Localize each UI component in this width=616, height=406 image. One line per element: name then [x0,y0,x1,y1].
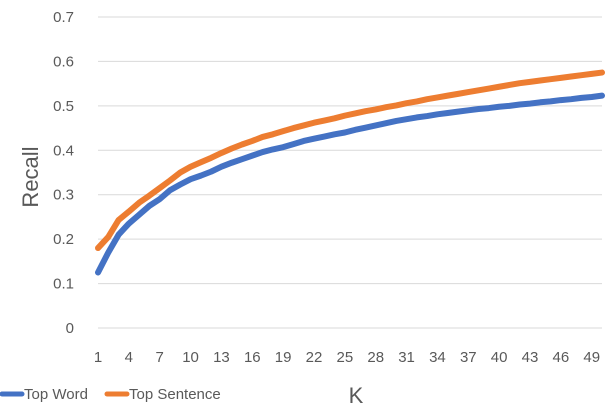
x-tick-label: 16 [244,349,261,366]
x-tick-label: 10 [182,349,199,366]
series-line-top-sentence [95,69,605,252]
y-tick-label: 0.3 [53,187,74,204]
gridlines [98,16,602,329]
x-tick-label: 19 [275,349,292,366]
x-tick-label: 7 [156,349,164,366]
x-tick-label: 1 [94,349,102,366]
y-axis-tick-labels: 0 0.1 0.2 0.3 0.4 0.5 0.6 0.7 [53,9,74,337]
y-tick-label: 0.2 [53,231,74,248]
y-tick-label: 0 [66,320,74,337]
legend-label: Top Word [24,386,88,403]
x-tick-label: 40 [491,349,508,366]
x-tick-label: 22 [306,349,323,366]
x-tick-label: 49 [583,349,600,366]
x-tick-label: 31 [398,349,415,366]
x-tick-label: 34 [429,349,446,366]
y-tick-label: 0.1 [53,276,74,293]
legend: Top Word Top Sentence [0,386,221,403]
y-tick-label: 0.4 [53,142,74,159]
legend-label: Top Sentence [129,386,221,403]
x-axis-title: K [349,383,364,406]
x-tick-label: 28 [367,349,384,366]
y-tick-label: 0.7 [53,9,74,26]
x-tick-label: 46 [553,349,570,366]
series-lines [95,69,605,276]
y-axis-title: Recall [18,146,43,207]
x-tick-label: 4 [125,349,133,366]
y-tick-label: 0.5 [53,98,74,115]
x-axis-tick-labels: 1 4 7 10 13 16 19 22 25 28 31 34 37 40 43 46 49 [94,349,600,366]
y-tick-label: 0.6 [53,53,74,70]
series-line-top-word [95,92,605,276]
x-tick-label: 13 [213,349,230,366]
x-tick-label: 25 [337,349,354,366]
x-tick-label: 43 [522,349,539,366]
x-tick-label: 37 [460,349,477,366]
